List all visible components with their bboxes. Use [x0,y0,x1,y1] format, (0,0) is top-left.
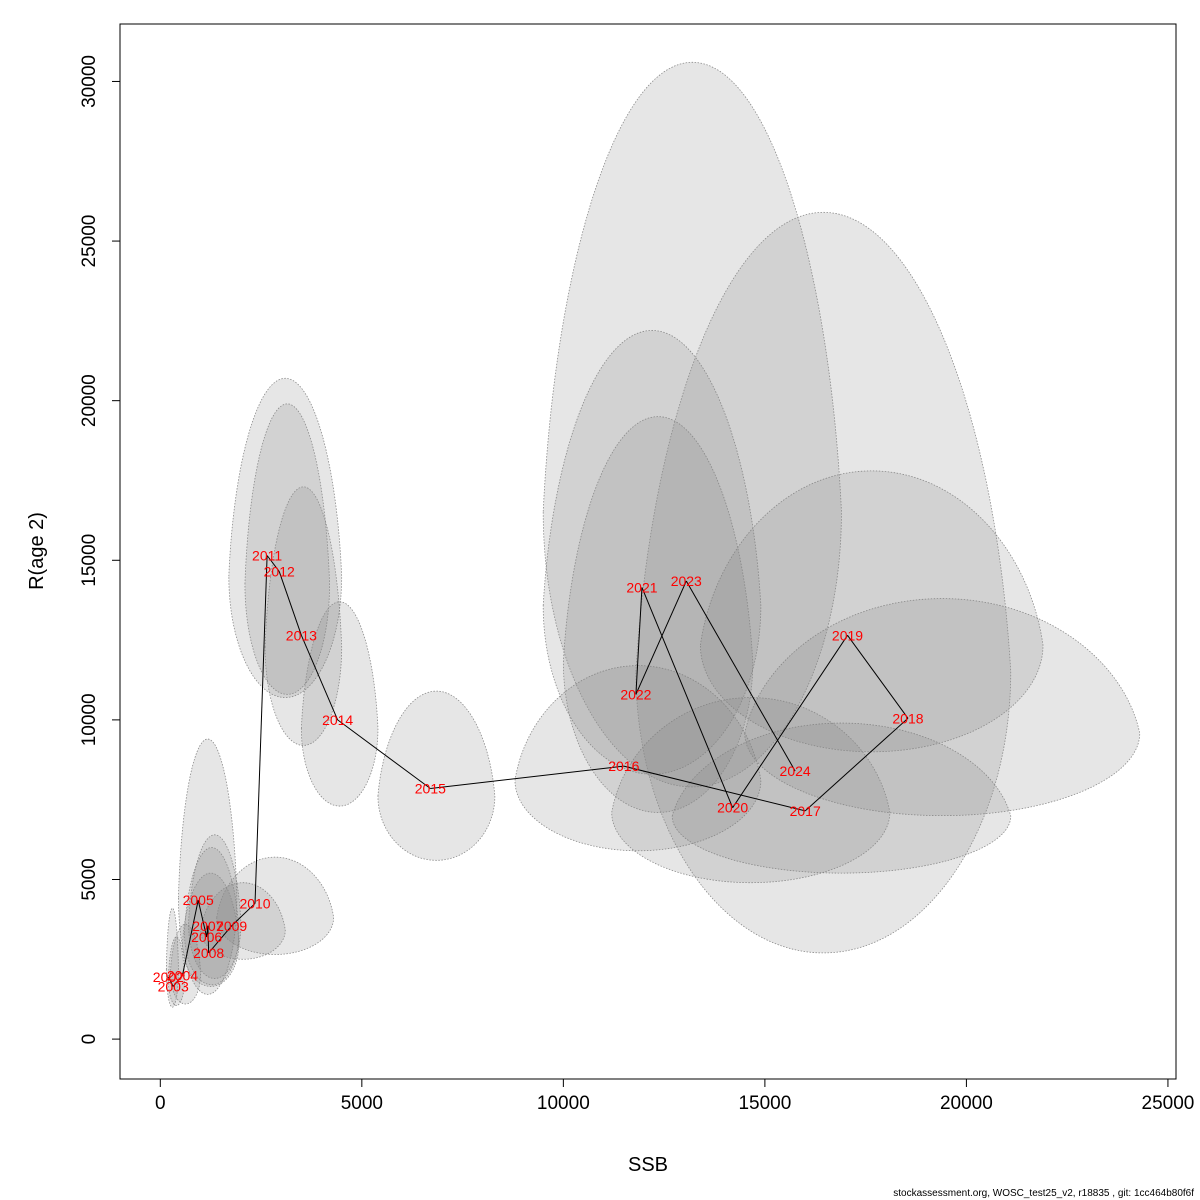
y-tick-label-10000: 10000 [79,693,100,746]
path-segment-2003-2004 [172,974,183,987]
year-label-2016: 2016 [608,758,639,774]
trajectory-path [167,555,909,987]
path-segment-2011-2012 [266,555,280,572]
year-label-2009: 2009 [216,918,247,934]
confidence-ellipses [165,61,1141,1008]
path-segment-2019-2020 [732,635,848,808]
confidence-ellipse-2022 [562,416,754,813]
y-tick-label-0: 0 [79,1034,100,1045]
x-axis-title: SSB [628,1154,668,1176]
confidence-ellipse-2015 [377,690,496,861]
x-tick-label-0: 0 [155,1093,166,1114]
year-label-2022: 2022 [620,686,651,702]
path-segment-2004-2005 [181,900,199,976]
year-label-2020: 2020 [717,800,748,816]
path-segment-2009-2010 [231,903,256,927]
year-label-2007: 2007 [192,918,223,934]
path-segment-2017-2018 [804,717,909,812]
y-axis: 0 5000 10000 15000 20000 25000 30000 [79,55,121,1045]
path-segment-2005-2006 [197,900,208,938]
confidence-ellipse-2009 [200,882,286,960]
path-segment-2012-2013 [278,571,302,636]
path-segment-2020-2021 [641,587,734,808]
x-tick-label-20000: 20000 [940,1093,993,1114]
year-label-2011: 2011 [252,547,282,563]
path-segment-2010-2011 [254,555,268,904]
y-tick-label-30000: 30000 [79,55,100,108]
year-label-2017: 2017 [790,803,821,819]
year-label-2013: 2013 [286,627,317,643]
footer-note: stockassessment.org, WOSC_test25_v2, r18… [893,1188,1194,1199]
year-label-2003: 2003 [158,978,189,994]
confidence-ellipse-2008 [182,872,240,987]
x-tick-label-10000: 10000 [537,1093,590,1114]
year-label-2024: 2024 [780,763,811,779]
path-segment-2008-2009 [208,925,233,954]
path-segment-2015-2016 [430,765,624,790]
confidence-ellipse-2007 [188,834,242,979]
x-tick-label-15000: 15000 [738,1093,791,1114]
y-axis-title: R(age 2) [26,512,48,590]
confidence-ellipse-2021 [542,330,762,775]
year-label-2002: 2002 [153,969,184,985]
confidence-ellipse-2013 [264,486,343,746]
confidence-ellipse-2023 [542,61,842,788]
path-segment-2002-2003 [167,976,174,987]
path-segment-2023-2024 [685,580,796,772]
year-label-2010: 2010 [239,895,270,911]
path-segment-2018-2019 [847,634,909,719]
year-label-2019: 2019 [832,627,863,643]
path-segment-2007-2008 [207,925,210,953]
y-tick-label-25000: 25000 [79,215,100,268]
path-segment-2016-2017 [623,765,806,812]
year-label-2012: 2012 [264,563,295,579]
path-segment-2013-2014 [300,635,339,721]
y-tick-label-15000: 15000 [79,534,100,587]
path-segment-2014-2015 [337,719,431,789]
confidence-ellipse-2020 [611,697,891,884]
confidence-ellipse-2011 [228,377,343,698]
confidence-ellipse-2019 [699,470,1044,753]
x-tick-label-5000: 5000 [341,1093,383,1114]
y-tick-label-20000: 20000 [79,374,100,427]
year-label-2006: 2006 [191,929,222,945]
year-label-2018: 2018 [892,710,923,726]
confidence-ellipse-2014 [300,601,379,807]
confidence-ellipse-2018 [744,598,1141,817]
x-axis: 0 5000 10000 15000 20000 25000 [155,1078,1195,1114]
confidence-ellipse-2005 [178,738,238,995]
x-tick-label-25000: 25000 [1142,1093,1195,1114]
y-tick-label-5000: 5000 [79,858,100,900]
year-label-2008: 2008 [193,945,224,961]
confidence-ellipse-2002 [165,907,179,1008]
path-segment-2021-2022 [635,587,643,695]
confidence-ellipse-2016 [514,665,762,852]
confidence-ellipse-2017 [671,722,1012,874]
year-label-2014: 2014 [322,712,353,728]
path-segment-2022-2023 [635,580,687,695]
year-label-2023: 2023 [671,573,702,589]
year-label-2004: 2004 [167,967,198,983]
confidence-ellipse-2010 [216,856,335,955]
year-label-2015: 2015 [415,781,446,797]
year-label-2021: 2021 [626,579,657,595]
confidence-ellipse-2004 [169,923,202,1005]
confidence-ellipse-2024 [635,211,1012,954]
year-label-2005: 2005 [183,892,214,908]
